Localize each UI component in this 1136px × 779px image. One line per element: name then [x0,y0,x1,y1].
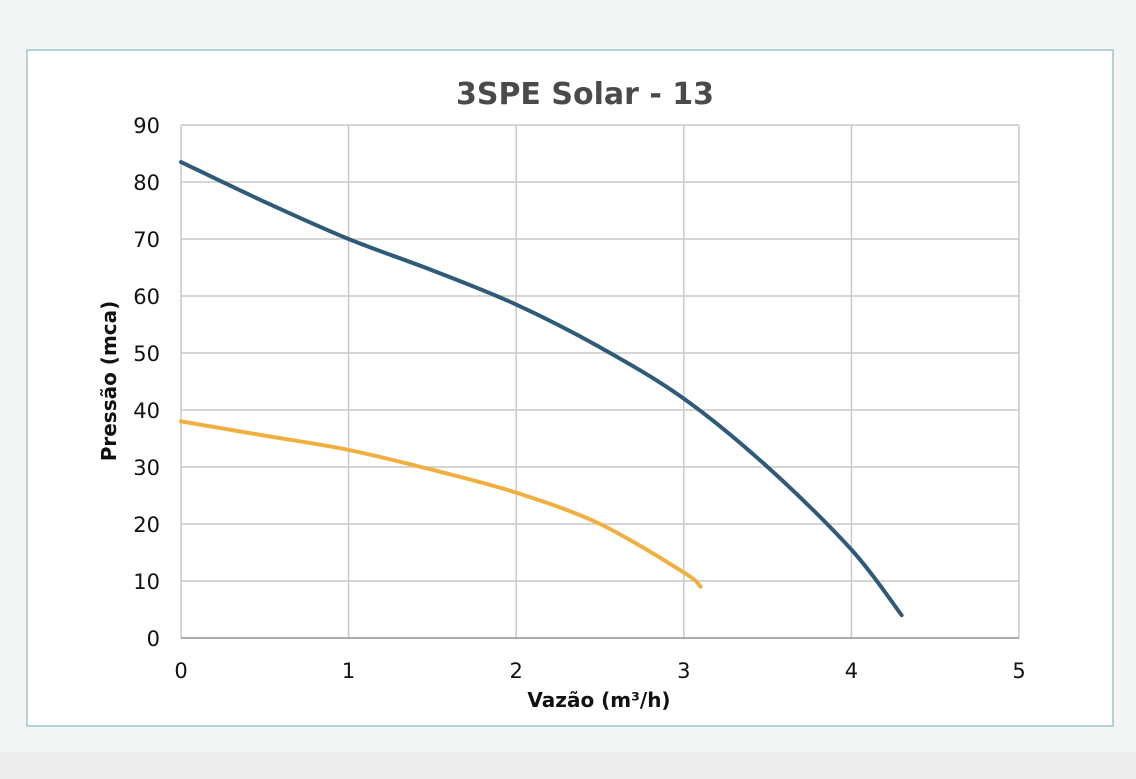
grid [180,124,1020,639]
y-axis-label: Pressão (mca) [97,301,121,462]
y-tick-labels: 0 10 20 30 40 50 60 70 80 90 [133,114,160,651]
chart-title: 3SPE Solar - 13 [456,77,714,112]
x-tick-labels: 0 1 2 3 4 5 [174,659,1025,683]
x-tick-label: 0 [174,659,187,683]
x-tick-label: 1 [342,659,355,683]
y-tick-label: 0 [147,627,160,651]
bottom-strip [0,752,1136,779]
y-tick-label: 90 [133,114,160,138]
x-axis-label: Vazão (m³/h) [527,688,670,712]
chart-frame [26,49,1114,727]
x-tick-label: 2 [510,659,523,683]
y-tick-label: 50 [133,342,160,366]
series-line-orange [179,419,703,589]
y-tick-label: 20 [133,513,160,537]
y-tick-label: 10 [133,570,160,594]
y-tick-label: 80 [133,171,160,195]
x-tick-label: 3 [677,659,690,683]
series-lines [179,160,904,618]
y-tick-label: 60 [133,285,160,309]
y-tick-label: 30 [133,456,160,480]
x-tick-label: 4 [845,659,858,683]
y-tick-label: 70 [133,228,160,252]
x-tick-label: 5 [1012,659,1025,683]
series-line-blue [179,160,904,618]
y-tick-label: 40 [133,399,160,423]
